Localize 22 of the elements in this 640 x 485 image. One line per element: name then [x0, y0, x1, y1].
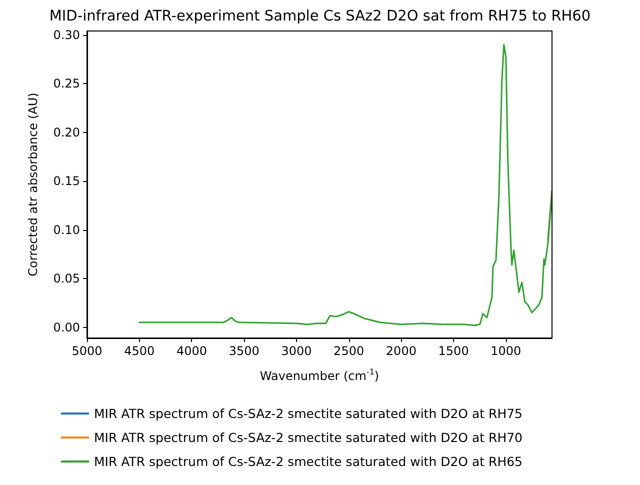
- chart-title: MID-infrared ATR-experiment Sample Cs SAz2 D2O sat from RH75 to RH60: [49, 8, 591, 24]
- x-tick-label: 1000: [490, 344, 522, 358]
- y-tick-label: 0.15: [53, 174, 80, 188]
- x-tick-label: 4500: [124, 344, 155, 358]
- x-tick-label: 4000: [176, 344, 208, 358]
- line-series: [138, 44, 553, 326]
- y-axis-title: Corrected atr absorbance (AU): [26, 92, 40, 276]
- legend-label: MIR ATR spectrum of Cs-SAz-2 smectite saturated with D2O at RH70: [94, 430, 523, 445]
- x-tick-label: 2000: [386, 344, 416, 358]
- y-tick-label: 0.10: [53, 222, 80, 237]
- y-tick-label: 0.05: [53, 272, 80, 286]
- y-tick-label: 0.25: [53, 76, 80, 91]
- x-tick-label: 5000: [72, 344, 102, 358]
- x-tick-label: 2500: [334, 344, 364, 358]
- y-tick-label: 0.00: [53, 320, 80, 334]
- y-tick-label: 0.30: [53, 28, 80, 42]
- legend-label: MIR ATR spectrum of Cs-SAz-2 smectite saturated with D2O at RH75: [94, 406, 523, 421]
- y-tick-label: 0.20: [53, 125, 80, 140]
- legend-label: MIR ATR spectrum of Cs-SAz-2 smectite saturated with D2O at RH65: [94, 454, 523, 469]
- x-tick-label: 3500: [228, 344, 260, 358]
- x-tick-label: 3000: [281, 344, 312, 358]
- x-tick-label: 1500: [438, 344, 469, 358]
